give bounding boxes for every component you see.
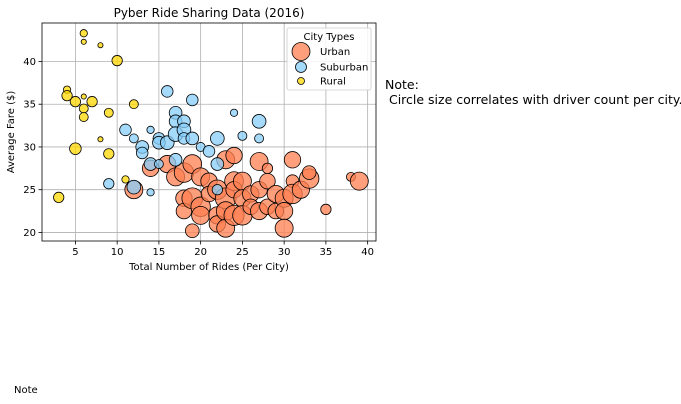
x-tick-label: 5 [72, 247, 78, 258]
urban-point [301, 165, 317, 180]
legend-box [286, 27, 372, 91]
suburban-point [210, 157, 225, 171]
legend-label-suburban: Suburban [320, 63, 368, 74]
plot-frame [41, 22, 377, 242]
legend-label-urban: Urban [320, 47, 350, 58]
rural-point [121, 175, 130, 184]
suburban-point [229, 108, 239, 117]
x-tick-label: 10 [111, 247, 124, 258]
y-tick-label: 35 [23, 100, 36, 111]
legend-title: City Types [304, 32, 355, 43]
rural-point [78, 112, 89, 122]
urban-point [320, 203, 332, 215]
suburban-point [211, 184, 223, 196]
x-axis-label: Total Number of Rides (Per City) [128, 262, 289, 273]
legend-marker-urban [291, 42, 311, 61]
legend-marker-suburban [295, 61, 307, 73]
urban-point [349, 171, 369, 191]
suburban-point [168, 153, 183, 167]
chart-title: Pyber Ride Sharing Data (2016) [114, 6, 305, 20]
urban-point [191, 205, 211, 225]
y-tick-label: 40 [23, 57, 36, 68]
x-axis-ticks: 5 10 15 20 25 30 35 40 [72, 241, 374, 258]
legend-marker-rural [297, 77, 305, 85]
urban-point [185, 223, 200, 239]
series-rural [53, 29, 139, 203]
suburban-point [210, 131, 225, 146]
urban-point [275, 202, 294, 221]
rural-point [86, 96, 98, 108]
x-tick-label: 15 [153, 247, 166, 258]
rural-point [69, 142, 82, 155]
suburban-point [251, 114, 267, 129]
y-tick-label: 30 [23, 142, 36, 153]
suburban-point [126, 179, 142, 195]
suburban-point [185, 131, 200, 146]
x-tick-label: 30 [278, 247, 291, 258]
urban-point [259, 172, 276, 190]
suburban-point [119, 123, 132, 137]
rural-point [79, 29, 88, 38]
y-axis-label: Average Fare ($) [6, 91, 17, 174]
urban-point [283, 151, 302, 169]
suburban-point [237, 130, 248, 141]
footer-note-label: Note [14, 385, 38, 396]
legend: City Types Urban Suburban Rural [286, 27, 372, 91]
x-tick-label: 25 [236, 247, 249, 258]
rural-point [53, 191, 65, 203]
rural-point [111, 55, 123, 67]
urban-point [261, 162, 274, 174]
suburban-point [186, 93, 199, 107]
rural-point [103, 107, 114, 118]
suburban-point [128, 133, 139, 144]
suburban-point [161, 85, 174, 98]
rural-point [69, 96, 82, 108]
series-urban [124, 146, 369, 239]
rural-point [97, 136, 104, 143]
urban-point [225, 146, 243, 165]
legend-label-rural: Rural [320, 77, 346, 88]
x-tick-label: 40 [361, 247, 374, 258]
rural-point [61, 90, 73, 102]
suburban-point [146, 125, 155, 134]
x-tick-label: 35 [320, 247, 333, 258]
rural-point [80, 93, 87, 100]
y-tick-label: 25 [23, 185, 36, 196]
rural-point [80, 38, 87, 45]
y-tick-label: 20 [23, 228, 36, 239]
x-tick-label: 20 [194, 247, 207, 258]
suburban-point [202, 145, 216, 158]
suburban-point [135, 146, 149, 160]
rural-point [97, 42, 104, 49]
suburban-point [146, 188, 155, 197]
suburban-point [254, 133, 265, 144]
urban-point [274, 218, 294, 238]
rural-point [78, 103, 89, 114]
size-note: Note: Circle size correlates with driver… [385, 77, 681, 107]
rural-point [128, 99, 139, 110]
suburban-point [153, 159, 164, 169]
series-suburban [103, 85, 267, 197]
suburban-point [103, 178, 115, 190]
y-axis-ticks: 20 25 30 35 40 [23, 57, 42, 239]
rural-point [103, 148, 115, 160]
